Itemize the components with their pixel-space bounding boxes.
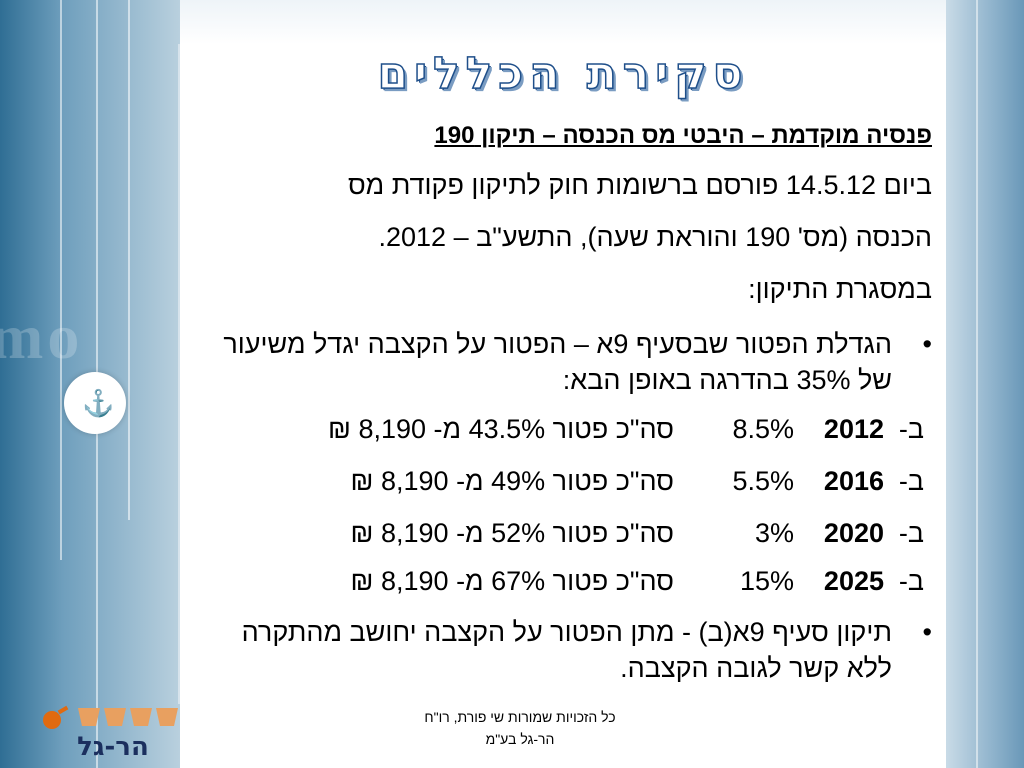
bullet-item: • הגדלת הפטור שבסעיף 9א – הפטור על הקצבה… xyxy=(212,326,932,398)
schedule-row: ב- 2016 5.5% סה"כ פטור 49% מ- 8,190 ₪ xyxy=(224,466,924,502)
schedule-row: ב- 2025 15% סה"כ פטור 67% מ- 8,190 ₪ xyxy=(224,566,924,602)
bullet-icon: • xyxy=(922,329,932,359)
bullet-item: • תיקון סעיף 9א(ב) - מתן הפטור על הקצבה … xyxy=(212,614,932,686)
schedule-text: סה"כ פטור 52% מ- 8,190 ₪ xyxy=(350,518,674,548)
content-border xyxy=(178,44,180,704)
logo-mark-icon xyxy=(43,705,178,729)
schedule-percent: 15% xyxy=(739,566,794,596)
schedule-row: ב- 2012 8.5% סה"כ פטור 43.5% מ- 8,190 ₪ xyxy=(224,414,924,450)
decor-line xyxy=(128,0,130,520)
schedule-percent: 5.5% xyxy=(732,466,794,496)
bullet-text: תיקון סעיף 9א(ב) - מתן הפטור על הקצבה יח… xyxy=(241,617,892,683)
top-band xyxy=(180,0,946,44)
copyright-footer: כל הזכויות שמורות שי פורת, רו"ח הר-גל בע… xyxy=(340,706,700,750)
decor-watermark: mo xyxy=(0,301,84,372)
footer-line: כל הזכויות שמורות שי פורת, רו"ח xyxy=(424,709,616,725)
schedule-year: 2012 xyxy=(823,414,884,444)
bullet-text: הגדלת הפטור שבסעיף 9א – הפטור על הקצבה י… xyxy=(223,329,892,395)
schedule-prefix: ב- xyxy=(898,466,924,496)
decor-line xyxy=(976,0,978,768)
schedule-prefix: ב- xyxy=(898,518,924,548)
schedule-percent: 8.5% xyxy=(732,414,794,444)
paragraph-line: במסגרת התיקון: xyxy=(748,274,932,304)
slide-subtitle: פנסיה מוקדמת – היבטי מס הכנסה – תיקון 19… xyxy=(434,122,932,149)
logo-name: הר-גל xyxy=(77,732,149,762)
footer-line: הר-גל בע"מ xyxy=(485,731,555,747)
left-decorative-panel: mo ⚓ xyxy=(0,0,180,768)
decor-line xyxy=(60,0,62,560)
schedule-prefix: ב- xyxy=(898,566,924,596)
schedule-year: 2025 xyxy=(823,566,884,596)
schedule-text: סה"כ פטור 49% מ- 8,190 ₪ xyxy=(350,466,674,496)
schedule-year: 2016 xyxy=(823,466,884,496)
anchor-icon: ⚓ xyxy=(82,388,115,418)
paragraph-line: הכנסה (מס' 190 והוראת שעה), התשע"ב – 201… xyxy=(378,222,932,252)
schedule-text: סה"כ פטור 67% מ- 8,190 ₪ xyxy=(350,566,674,596)
schedule-percent: 3% xyxy=(754,518,794,548)
paragraph-line: ביום 14.5.12 פורסם ברשומות חוק לתיקון פק… xyxy=(347,170,932,200)
decor-circle xyxy=(64,372,126,434)
right-decorative-panel xyxy=(946,0,1024,768)
schedule-prefix: ב- xyxy=(898,414,924,444)
slide-title: סקירת הכללים xyxy=(377,47,749,100)
company-logo: הר-גל xyxy=(38,702,188,764)
schedule-text: סה"כ פטור 43.5% מ- 8,190 ₪ xyxy=(328,414,674,444)
schedule-row: ב- 2020 3% סה"כ פטור 52% מ- 8,190 ₪ xyxy=(224,518,924,554)
schedule-year: 2020 xyxy=(823,518,884,548)
bullet-icon: • xyxy=(922,617,932,647)
